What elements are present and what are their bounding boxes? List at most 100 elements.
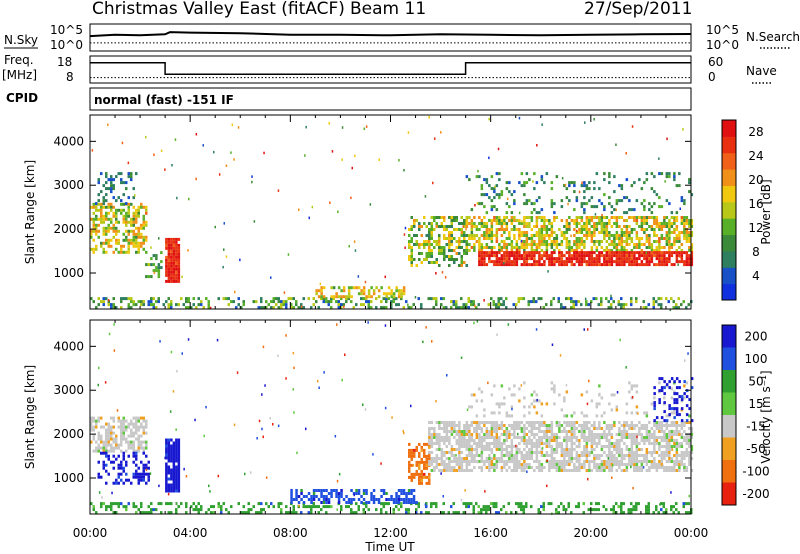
velocity-cell [678, 463, 681, 466]
velocity-cell [600, 466, 604, 469]
velocity-cell [95, 422, 98, 426]
velocity-cell [200, 505, 203, 509]
power-cell [550, 260, 554, 264]
velocity-cell [690, 427, 694, 430]
power-cell [395, 286, 398, 290]
velocity-cell [553, 402, 556, 406]
power-cell [428, 261, 431, 264]
power-cell [495, 237, 499, 240]
velocity-cell [498, 448, 501, 451]
velocity-cell [413, 451, 416, 455]
velocity-cell [678, 445, 681, 448]
velocity-cell [170, 502, 173, 506]
velocity-cell [112, 502, 115, 506]
velocity-cell [602, 505, 605, 509]
velocity-cell [620, 505, 623, 509]
power-cell [535, 300, 538, 304]
velocity-cell [675, 407, 679, 411]
power-cell [448, 264, 451, 267]
power-cell [650, 260, 654, 264]
velocity-cell [590, 448, 594, 451]
power-cell [665, 225, 669, 228]
nsky-tick-bottom: 10^0 [50, 38, 83, 52]
power-cell [568, 199, 571, 203]
velocity-cell [640, 466, 644, 469]
velocity-cell [570, 414, 574, 418]
power-cell [660, 228, 664, 231]
velocity-cell [635, 457, 639, 460]
power-cell [347, 289, 351, 293]
power-cell [623, 211, 626, 215]
power-cell [145, 263, 148, 267]
power-cell [470, 228, 474, 231]
velocity-noise-cell [172, 390, 175, 393]
power-cell [655, 254, 659, 258]
power-cell [285, 303, 288, 307]
power-cell [583, 243, 586, 246]
power-cell [640, 222, 644, 225]
power-cell [125, 250, 128, 254]
velocity-cell [105, 449, 108, 453]
power-cell [658, 222, 661, 225]
velocity-cell [352, 511, 355, 515]
velocity-cell [142, 428, 145, 432]
power-cell [672, 306, 675, 310]
power-cell [670, 263, 674, 267]
power-cell [615, 199, 619, 203]
power-cell [530, 257, 534, 261]
velocity-cell [660, 502, 663, 506]
power-cell [170, 267, 173, 271]
velocity-cell [660, 439, 664, 442]
velocity-noise-cell [440, 472, 442, 475]
power-cell [618, 216, 621, 219]
velocity-cell [595, 454, 599, 457]
velocity-cell [423, 475, 426, 479]
power-cell [530, 300, 533, 304]
power-noise-cell [631, 125, 634, 128]
power-cell [125, 214, 128, 218]
velocity-cell [355, 511, 358, 515]
power-cell [523, 181, 526, 185]
power-cell [663, 251, 666, 255]
velocity-cell [663, 396, 666, 400]
velocity-noise-cell [183, 467, 185, 471]
velocity-cell [147, 478, 150, 482]
power-cell [598, 219, 601, 222]
velocity-cell [197, 511, 200, 515]
velocity-cell [142, 463, 145, 467]
velocity-cell [117, 416, 120, 420]
velocity-cell [593, 448, 596, 451]
power-cell [535, 199, 539, 203]
velocity-cell [475, 502, 478, 506]
power-cell [112, 229, 115, 233]
velocity-cell [582, 502, 585, 506]
velocity-cell [585, 469, 589, 472]
velocity-cell [227, 511, 230, 515]
power-cell [95, 217, 98, 221]
power-cell [317, 306, 320, 310]
velocity-cell [573, 442, 576, 445]
cpid-label: CPID [6, 91, 38, 105]
power-colorbar-tick-label: 8 [752, 245, 760, 259]
velocity-cell [665, 454, 669, 457]
velocity-cell [528, 405, 531, 409]
velocity-cell [538, 451, 541, 454]
power-cell [443, 219, 446, 222]
velocity-cell [548, 463, 551, 466]
power-cell [558, 260, 561, 264]
power-cell [560, 234, 564, 237]
velocity-cell [565, 424, 569, 427]
velocity-cell [310, 501, 313, 504]
power-cell [580, 231, 584, 234]
velocity-noise-cell [546, 459, 548, 462]
velocity-cell [500, 427, 504, 430]
power-cell [510, 246, 514, 249]
velocity-cell [478, 466, 481, 469]
velocity-cell [503, 402, 506, 406]
velocity-cell [645, 505, 648, 509]
power-cell [533, 234, 536, 237]
velocity-cell [533, 433, 536, 436]
velocity-cell [668, 433, 671, 436]
velocity-noise-cell [391, 416, 393, 419]
velocity-cell [135, 451, 138, 455]
